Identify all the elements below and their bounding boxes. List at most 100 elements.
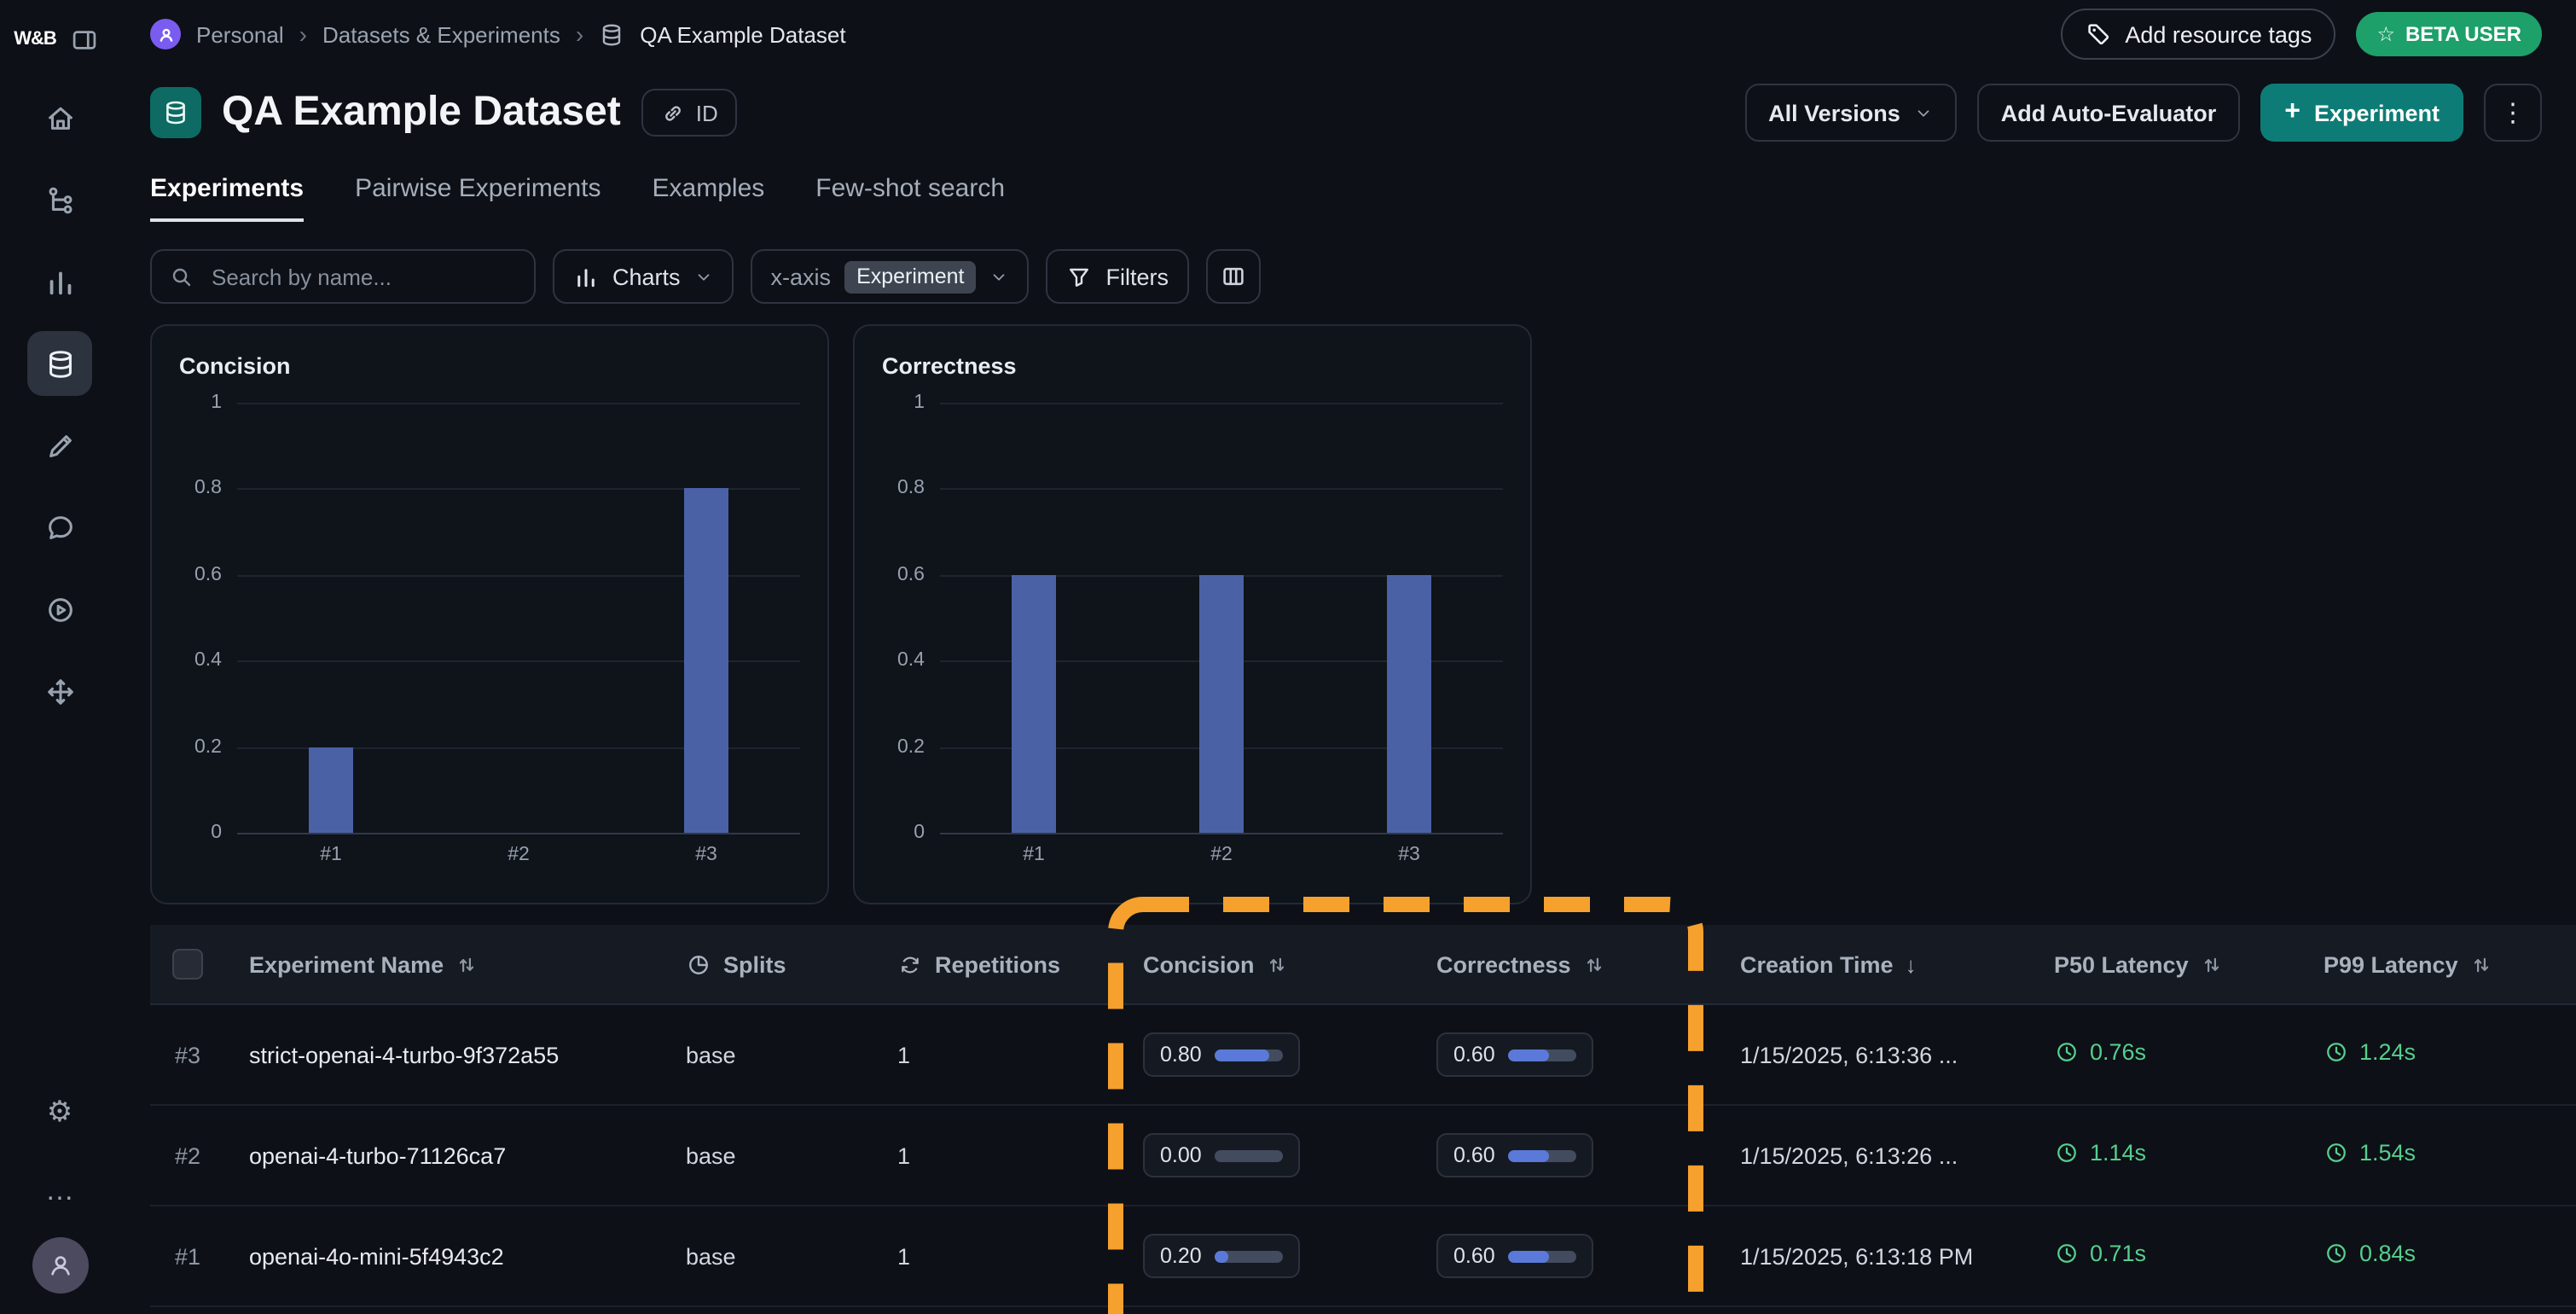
clock-icon xyxy=(2324,1039,2349,1065)
workspace-avatar-icon[interactable] xyxy=(150,19,181,49)
tab-bar: Experiments Pairwise Experiments Example… xyxy=(150,174,2576,222)
splits-value: base xyxy=(686,1243,736,1269)
x-axis: #1 #2 #3 xyxy=(320,845,717,865)
repetitions-value: 1 xyxy=(897,1142,911,1168)
plot-area xyxy=(237,403,800,834)
col-concision[interactable]: Concision xyxy=(1119,951,1413,977)
table-row[interactable]: #3 strict-openai-4-turbo-9f372a55 base 1… xyxy=(150,1005,2576,1106)
row-index: #3 xyxy=(174,1042,201,1067)
bar-2 xyxy=(1199,574,1244,833)
breadcrumb-datasets-experiments[interactable]: Datasets & Experiments xyxy=(322,21,560,47)
sort-icon[interactable] xyxy=(1583,953,1605,975)
concision-score: 0.80 xyxy=(1143,1032,1301,1077)
versions-dropdown[interactable]: All Versions xyxy=(1744,84,1957,142)
add-resource-tags-label: Add resource tags xyxy=(2125,21,2312,47)
sidebar-collapse-icon[interactable] xyxy=(65,19,106,60)
dataset-small-icon xyxy=(599,21,624,47)
breadcrumb-separator: › xyxy=(299,20,307,48)
breadcrumb-personal[interactable]: Personal xyxy=(196,21,284,47)
filter-icon xyxy=(1067,264,1093,289)
database-icon[interactable] xyxy=(27,331,92,396)
chart-card-concision: Concision 1 0.8 0.6 0.4 0.2 0 xyxy=(150,324,829,904)
col-p50-latency[interactable]: P50 Latency xyxy=(2030,951,2300,977)
charts-label: Charts xyxy=(612,264,681,289)
pie-icon xyxy=(686,951,711,977)
pencil-icon[interactable] xyxy=(27,413,92,478)
clock-icon xyxy=(2054,1039,2080,1065)
p50-latency: 1.14s xyxy=(2054,1140,2146,1166)
bar-chart-icon[interactable] xyxy=(27,249,92,314)
copy-id-button[interactable]: ID xyxy=(641,89,737,137)
correctness-score: 0.60 xyxy=(1436,1032,1594,1077)
chevron-down-icon xyxy=(694,267,713,286)
bar-1 xyxy=(1012,574,1056,833)
dataset-icon xyxy=(150,87,201,138)
repetitions-value: 1 xyxy=(897,1042,911,1067)
clock-icon xyxy=(2054,1241,2080,1266)
gear-icon[interactable]: ⚙ xyxy=(27,1080,92,1145)
sort-icon[interactable] xyxy=(1267,953,1289,975)
col-repetitions[interactable]: Repetitions xyxy=(873,951,1119,977)
chevron-down-icon xyxy=(1914,103,1933,122)
select-all-checkbox[interactable] xyxy=(172,949,203,980)
plus-icon: + xyxy=(2284,97,2300,126)
p99-latency: 0.84s xyxy=(2324,1241,2416,1266)
bar-1 xyxy=(309,747,353,833)
row-index: #1 xyxy=(174,1243,201,1269)
experiment-name[interactable]: openai-4o-mini-5f4943c2 xyxy=(249,1243,504,1269)
p50-latency: 0.71s xyxy=(2054,1241,2146,1266)
sort-icon[interactable] xyxy=(455,953,478,975)
tab-few-shot-search[interactable]: Few-shot search xyxy=(815,174,1005,203)
concision-score: 0.20 xyxy=(1143,1234,1301,1278)
more-icon[interactable]: … xyxy=(27,1159,92,1224)
col-experiment-name[interactable]: Experiment Name xyxy=(225,951,662,977)
search-input[interactable] xyxy=(208,262,517,291)
topbar-actions: Add resource tags ☆ BETA USER xyxy=(2060,9,2542,60)
add-auto-evaluator-button[interactable]: Add Auto-Evaluator xyxy=(1976,84,2241,142)
creation-time: 1/15/2025, 6:13:36 ... xyxy=(1740,1042,1958,1067)
p99-latency: 1.24s xyxy=(2324,1039,2416,1065)
sidebar: W&B xyxy=(0,0,119,1314)
wandb-logo[interactable]: W&B xyxy=(14,29,57,49)
bar-3 xyxy=(684,488,728,833)
col-creation-time[interactable]: Creation Time ↓ xyxy=(1740,951,1917,977)
topbar: Personal › Datasets & Experiments › QA E… xyxy=(150,9,2576,60)
sort-icon[interactable] xyxy=(2470,953,2492,975)
tab-pairwise-experiments[interactable]: Pairwise Experiments xyxy=(355,174,601,203)
tab-experiments[interactable]: Experiments xyxy=(150,174,305,222)
charts-dropdown[interactable]: Charts xyxy=(553,249,734,304)
xaxis-label: x-axis xyxy=(770,264,832,289)
table-row[interactable]: #1 openai-4o-mini-5f4943c2 base 1 0.20 0… xyxy=(150,1206,2576,1307)
beta-user-label: BETA USER xyxy=(2405,22,2521,46)
star-icon: ☆ xyxy=(2376,22,2395,46)
splits-value: base xyxy=(686,1142,736,1168)
sort-desc-icon[interactable]: ↓ xyxy=(1905,951,1917,977)
p99-latency: 1.54s xyxy=(2324,1140,2416,1166)
columns-icon[interactable] xyxy=(1206,249,1262,304)
main-content: Personal › Datasets & Experiments › QA E… xyxy=(119,0,2576,1314)
experiments-table: Experiment Name Splits Repetitions Conci… xyxy=(150,925,2576,1307)
chat-icon[interactable] xyxy=(27,495,92,560)
filters-button[interactable]: Filters xyxy=(1046,249,1190,304)
home-icon[interactable] xyxy=(27,85,92,150)
page-title: QA Example Dataset xyxy=(222,89,621,135)
add-resource-tags-button[interactable]: Add resource tags xyxy=(2060,9,2336,60)
new-experiment-button[interactable]: + Experiment xyxy=(2260,84,2463,142)
user-avatar[interactable] xyxy=(32,1237,88,1294)
col-p99-latency[interactable]: P99 Latency xyxy=(2300,951,2576,977)
xaxis-dropdown[interactable]: x-axis Experiment xyxy=(750,249,1030,304)
tab-examples[interactable]: Examples xyxy=(652,174,765,203)
col-correctness[interactable]: Correctness xyxy=(1413,951,1716,977)
creation-time: 1/15/2025, 6:13:26 ... xyxy=(1740,1142,1958,1168)
sort-icon[interactable] xyxy=(2201,953,2223,975)
play-circle-icon[interactable] xyxy=(27,577,92,642)
move-icon[interactable] xyxy=(27,659,92,724)
experiment-name[interactable]: openai-4-turbo-71126ca7 xyxy=(249,1142,507,1168)
breadcrumb-separator: › xyxy=(575,20,584,48)
more-menu-button[interactable]: ⋮ xyxy=(2484,84,2542,142)
flow-icon[interactable] xyxy=(27,167,92,232)
experiment-name[interactable]: strict-openai-4-turbo-9f372a55 xyxy=(249,1042,560,1067)
creation-time: 1/15/2025, 6:13:18 PM xyxy=(1740,1243,1974,1269)
table-row[interactable]: #2 openai-4-turbo-71126ca7 base 1 0.00 0… xyxy=(150,1106,2576,1206)
col-splits[interactable]: Splits xyxy=(662,951,873,977)
